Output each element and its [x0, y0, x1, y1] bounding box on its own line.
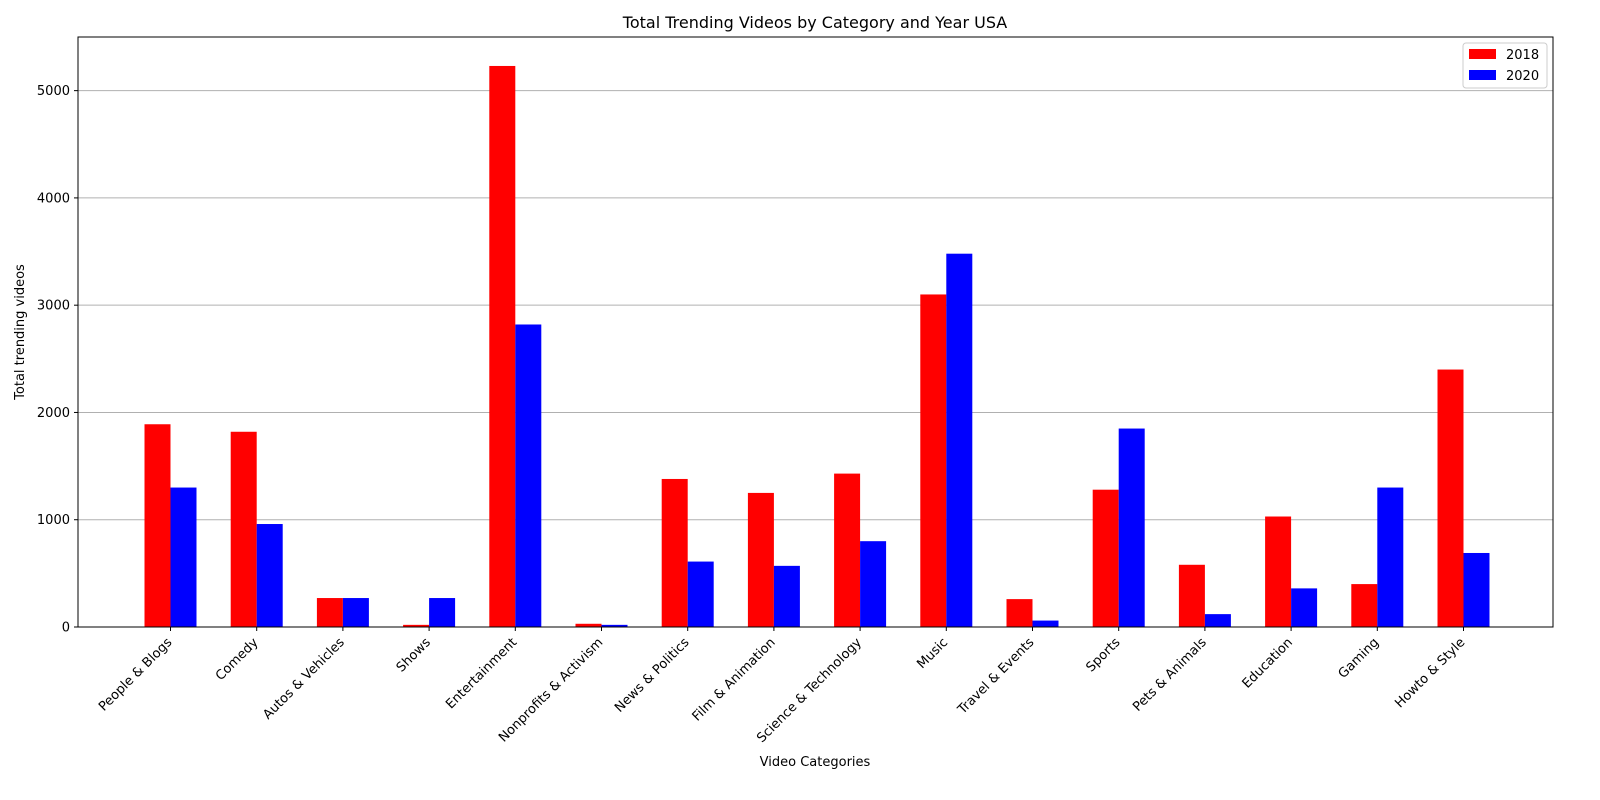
chart-title: Total Trending Videos by Category and Ye…: [622, 13, 1008, 32]
bar-2020: [946, 253, 973, 627]
bar-2018: [747, 492, 774, 627]
bar-2018: [834, 473, 861, 627]
y-axis-label: Total trending videos: [13, 264, 28, 401]
bar-2020: [773, 565, 800, 627]
y-tick-label: 0: [62, 621, 70, 636]
x-tick-label: Howto & Style: [1392, 635, 1468, 711]
bar-2020: [515, 324, 542, 627]
bar-2018: [489, 65, 516, 628]
x-tick-label: Entertainment: [443, 635, 520, 712]
bar-2018: [316, 598, 343, 627]
bar-2018: [920, 294, 947, 627]
bar-2020: [687, 561, 714, 627]
bar-2018: [1351, 584, 1378, 627]
bar-2018: [661, 478, 688, 627]
x-tick-label: Travel & Events: [955, 635, 1038, 718]
legend-swatch-2020: [1469, 70, 1496, 80]
bar-2018: [1437, 369, 1464, 627]
bar-2020: [1463, 552, 1490, 627]
x-tick-label: Sports: [1083, 635, 1123, 675]
bar-2018: [144, 424, 171, 627]
y-axis: 0 1000 2000 3000 4000 5000: [37, 84, 78, 636]
x-tick-label: Film & Animation: [690, 635, 779, 724]
bar-2018: [1265, 516, 1292, 627]
bar-2018: [575, 623, 602, 627]
bar-2020: [429, 598, 456, 627]
bar-2020: [860, 541, 887, 627]
legend-label-2018: 2018: [1506, 48, 1539, 63]
legend-swatch-2018: [1469, 49, 1496, 59]
grid: [78, 90, 1553, 521]
legend-label-2020: 2020: [1506, 69, 1539, 84]
bar-2018: [1178, 564, 1205, 627]
legend: 2018 2020: [1462, 42, 1548, 89]
bar-2020: [1377, 487, 1404, 627]
x-tick-label: Gaming: [1336, 635, 1383, 682]
plot-frame: [77, 36, 1554, 628]
x-axis-label: Video Categories: [760, 755, 871, 770]
x-tick-label: Autos & Vehicles: [260, 635, 348, 723]
bar-2020: [1118, 428, 1145, 627]
y-tick-label: 3000: [37, 299, 70, 314]
bar-2020: [342, 598, 369, 627]
x-tick-label: Pets & Animals: [1130, 635, 1210, 715]
bars: [144, 65, 1490, 628]
x-tick-label: Education: [1240, 635, 1296, 691]
bar-2018: [1092, 489, 1119, 627]
x-tick-label: News & Politics: [612, 635, 693, 716]
x-tick-label: Shows: [394, 635, 434, 675]
bar-2020: [256, 524, 283, 627]
bar-2018: [230, 431, 257, 627]
y-tick-label: 4000: [37, 191, 70, 206]
y-tick-label: 5000: [37, 84, 70, 99]
y-tick-label: 1000: [37, 513, 70, 528]
bar-2020: [1204, 614, 1231, 627]
bar-2018: [1006, 599, 1033, 627]
bar-2018: [403, 624, 430, 627]
bar-2020: [1291, 588, 1318, 627]
x-tick-label: Music: [914, 635, 951, 672]
x-tick-label: Comedy: [213, 635, 262, 684]
y-tick-label: 2000: [37, 406, 70, 421]
bar-2020: [1032, 620, 1059, 627]
x-tick-label: People & Blogs: [96, 635, 175, 714]
bar-2020: [601, 624, 628, 627]
bar-2020: [170, 487, 197, 627]
